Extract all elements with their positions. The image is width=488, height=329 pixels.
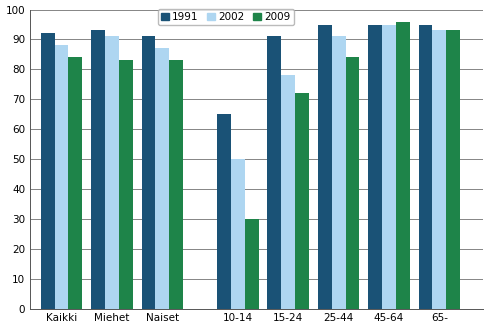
Legend: 1991, 2002, 2009: 1991, 2002, 2009	[157, 9, 293, 25]
Bar	[230, 159, 244, 309]
Bar	[345, 57, 359, 309]
Bar	[431, 31, 446, 309]
Bar	[367, 24, 381, 309]
Bar	[68, 57, 82, 309]
Bar	[295, 93, 308, 309]
Bar	[317, 24, 331, 309]
Bar	[55, 45, 68, 309]
Bar	[91, 31, 105, 309]
Bar	[446, 31, 459, 309]
Bar	[119, 61, 132, 309]
Bar	[267, 37, 281, 309]
Bar	[155, 48, 169, 309]
Bar	[381, 24, 395, 309]
Bar	[244, 219, 258, 309]
Bar	[418, 24, 431, 309]
Bar	[141, 37, 155, 309]
Bar	[169, 61, 183, 309]
Bar	[395, 21, 409, 309]
Bar	[41, 34, 55, 309]
Bar	[281, 75, 295, 309]
Bar	[331, 37, 345, 309]
Bar	[217, 114, 230, 309]
Bar	[105, 37, 119, 309]
